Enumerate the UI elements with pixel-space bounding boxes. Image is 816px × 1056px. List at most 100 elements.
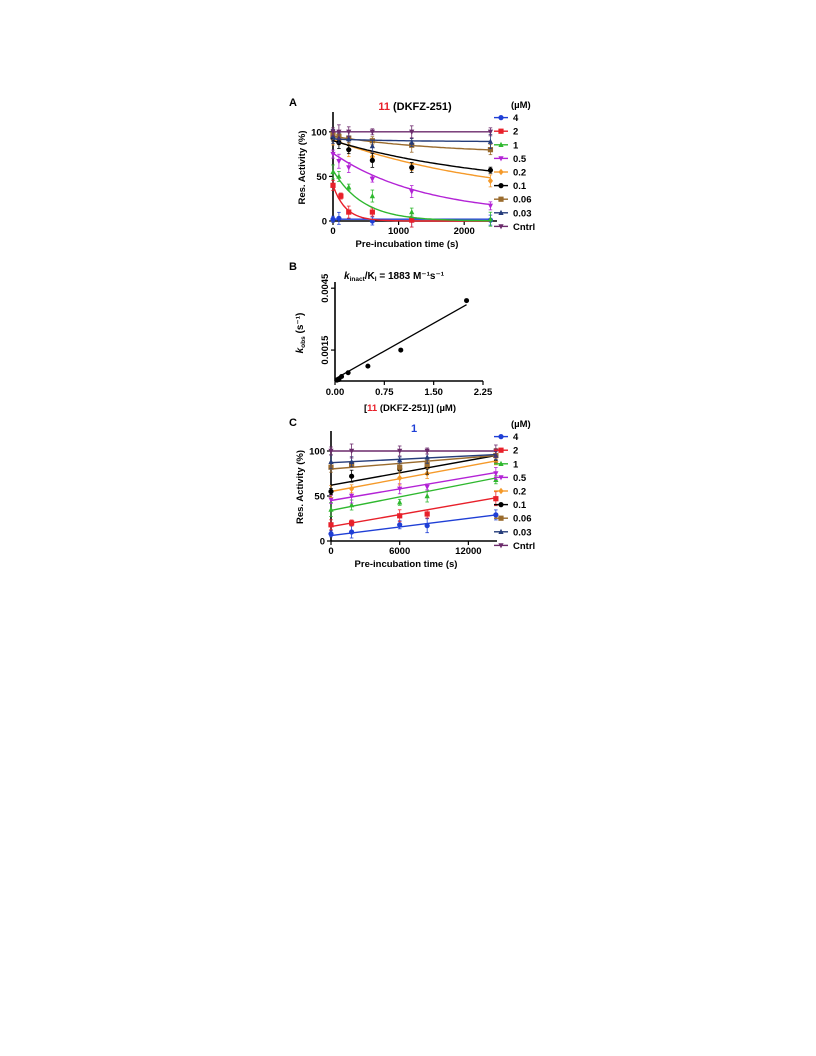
panel-c-series-0_5-fit-line xyxy=(330,471,496,502)
panel-b-annotation-rest: = 1883 M⁻¹s⁻¹ xyxy=(377,271,445,282)
panel-b-x-tick-label: 1.50 xyxy=(424,387,443,398)
panel-a-series-0_2-point xyxy=(487,177,494,185)
panel-a-series-0_1-fit-line xyxy=(332,140,491,172)
panel-b-letter: B xyxy=(289,261,297,273)
panel-a-series-0_06-point xyxy=(487,147,494,153)
panel-c-x-tick-label: 12000 xyxy=(455,546,481,557)
panel-a-series-Cntrl-point xyxy=(330,129,336,135)
panel-a-legend-0_2-label: 0.2 xyxy=(513,168,526,179)
panel-a-series-0_5-point xyxy=(369,176,375,183)
panel-a-letter: A xyxy=(289,97,297,109)
panel-b-point xyxy=(464,298,470,304)
panel-b-x-axis-label-compound: 11 xyxy=(367,403,378,414)
panel-b-point xyxy=(365,363,371,369)
panel-a-legend-0_1-swatch-marker xyxy=(498,183,504,189)
panel-c-letter: C xyxy=(289,417,297,429)
panel-c-series-4-point xyxy=(424,523,430,529)
panel-a-y-tick-label: 100 xyxy=(311,127,327,138)
panel-a-series-0_5-point xyxy=(409,189,415,195)
panel-a-x-tick-label: 0 xyxy=(330,226,335,237)
panel-a-series-0_5-point xyxy=(336,159,342,165)
panel-a-legend-1-label: 1 xyxy=(513,140,519,151)
panel-c-series-1-point xyxy=(328,506,334,512)
panel-a-legend-0_03-label: 0.03 xyxy=(513,208,532,219)
panel-c-series-4-point xyxy=(328,531,334,537)
panel-b-y-tick-label: 0.0015 xyxy=(320,335,331,365)
panel-a-series-4-point xyxy=(336,215,342,221)
panel-a-legend-0_5-swatch-marker xyxy=(498,156,504,162)
panel-b-x-tick-label: 2.25 xyxy=(474,387,493,398)
panel-c-y-tick-label: 100 xyxy=(309,447,325,458)
panel-c-series-0_1-point xyxy=(349,473,355,479)
panel-a-series-1-point xyxy=(409,209,415,215)
panel-a-title-rest: (DKFZ-251) xyxy=(390,101,452,113)
panel-a-series-Cntrl-point xyxy=(336,129,342,135)
panel-b-point xyxy=(345,370,351,376)
panel-a-series-0_03-point xyxy=(369,143,375,149)
panel-a-series-0_03-point xyxy=(487,138,494,144)
panel-c-series-2-point xyxy=(328,522,334,528)
panel-a-series-Cntrl-point xyxy=(346,129,352,135)
panel-c-legend-title: (µM) xyxy=(511,419,531,430)
panel-c-series-2-point xyxy=(424,511,430,517)
panel-b-y-tick-label: 0.0045 xyxy=(320,273,331,303)
panel-c-legend-1-label: 1 xyxy=(513,459,519,470)
panel-a-series-1-point xyxy=(346,184,352,190)
panel-a-legend-Cntrl-swatch-marker xyxy=(498,224,504,230)
panel-c-series-Cntrl-point xyxy=(349,448,355,454)
panel-b-annotation-k: k xyxy=(344,271,350,282)
panel-a-y-tick-label: 0 xyxy=(322,217,327,228)
panel-b-fit-line xyxy=(334,304,467,380)
panel-c-series-0_5-point xyxy=(424,484,430,490)
panel-a-series-1-point xyxy=(336,173,342,179)
panel-c-series-0_1-point xyxy=(328,488,334,495)
panel-a-series-0_5-point xyxy=(330,151,336,158)
panel-c-series-2-fit-line xyxy=(330,497,496,528)
panel-a-legend-4-label: 4 xyxy=(513,113,519,124)
panel-b-x-axis-label-pre: [ xyxy=(364,403,368,414)
panel-c-x-tick-label: 0 xyxy=(328,546,333,557)
panel-a-title: 11 (DKFZ-251) xyxy=(378,101,452,113)
panel-c-series-1-point xyxy=(349,502,355,508)
panel-a-series-0_5-point xyxy=(346,165,352,171)
panel-c-series-0_5-point xyxy=(397,486,403,492)
panel-a-legend-0_1-label: 0.1 xyxy=(513,181,527,192)
panel-c-series-0_03-point xyxy=(397,457,403,463)
panel-a-series-2-point xyxy=(409,217,415,223)
panel-a-legend-0_06-swatch-marker xyxy=(498,196,504,202)
panel-c-y-tick-label: 50 xyxy=(314,492,325,503)
panel-a-legend-title: (µM) xyxy=(511,100,531,111)
panel-b-x-tick-label: 0.75 xyxy=(375,387,394,398)
panel-a-legend-0_2-swatch-marker xyxy=(498,168,504,176)
panel-b-annotation-sub1: inact xyxy=(350,276,366,283)
panel-a-series-2-point xyxy=(330,182,336,188)
panel-c-series-Cntrl-point xyxy=(424,448,430,454)
panel-b-y-axis-label-sub: obs xyxy=(300,336,307,348)
panel-c-legend-2-swatch-marker xyxy=(498,447,504,453)
panel-c-y-tick-label: 0 xyxy=(320,537,325,548)
panel-c-series-0_2-point xyxy=(349,485,355,492)
panel-c-legend-Cntrl-label: Cntrl xyxy=(513,541,535,552)
panel-c-series-0_2-fit-line xyxy=(330,460,496,493)
panel-a-series-2-point xyxy=(369,209,375,215)
panel-a-legend-2-swatch-marker xyxy=(498,128,504,134)
panel-a-series-Cntrl-point xyxy=(487,129,494,135)
panel-b-point xyxy=(398,347,404,353)
panel-c-series-1-fit-line xyxy=(330,477,496,512)
panel-c-series-0_03-point xyxy=(424,454,430,460)
panel-c-x-axis-label: Pre-incubation time (s) xyxy=(355,559,458,570)
panel-a-series-0_5-point xyxy=(487,203,494,209)
panel-a-y-axis-label: Res. Activity (%) xyxy=(297,130,308,204)
panel-a-series-1-point xyxy=(369,193,375,199)
panel-a-legend-4-swatch-marker xyxy=(498,115,504,121)
panel-c-series-0_06-point xyxy=(397,464,403,470)
panel-c-legend-0_1-label: 0.1 xyxy=(513,500,527,511)
panel-c-series-0_06-fit-line xyxy=(330,454,496,470)
panel-c-series-2-point xyxy=(397,513,403,519)
panel-b-x-axis-label-post: (DKFZ-251)] (µM) xyxy=(377,403,456,414)
panel-c-legend-0_03-swatch-marker xyxy=(498,528,504,534)
panel-a-series-0_1-point xyxy=(346,147,352,153)
panel-a-series-Cntrl-point xyxy=(409,129,415,135)
panel-c-series-0_2-point xyxy=(397,474,403,482)
